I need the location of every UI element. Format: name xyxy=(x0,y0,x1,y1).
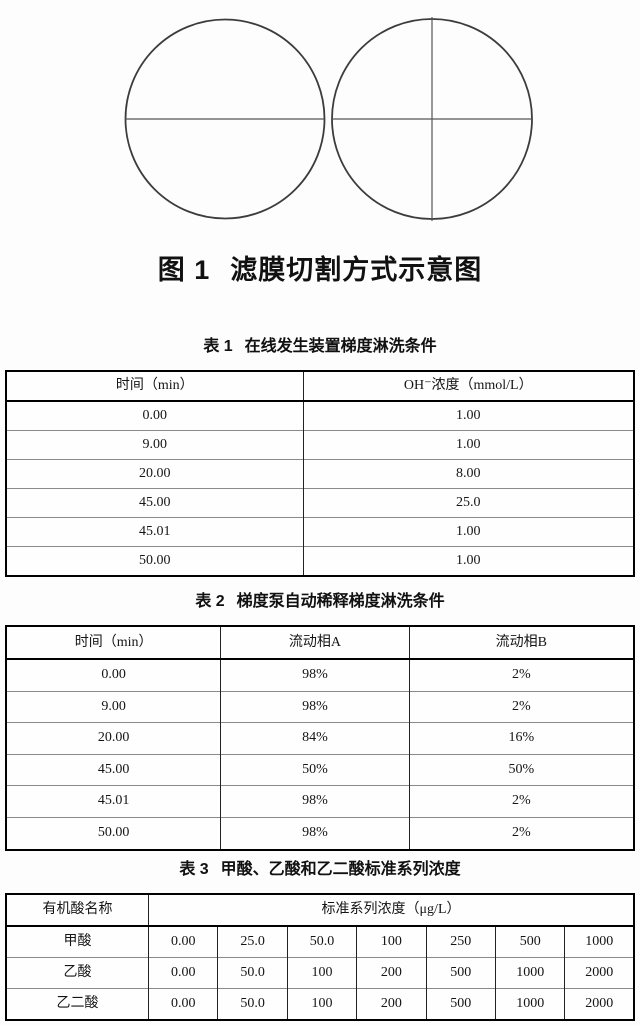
table-cell: 1.00 xyxy=(302,517,634,547)
table-cell: 0.00 xyxy=(148,957,218,989)
quarter-cut-circle xyxy=(331,17,533,221)
table-cell: 50.00 xyxy=(6,546,304,576)
table2-caption: 表 2 梯度泵自动稀释梯度淋洗条件 xyxy=(0,591,640,613)
figure1-caption-label: 图 1 xyxy=(157,255,211,285)
table-cell: 1.00 xyxy=(302,401,634,431)
table-cell: 100 xyxy=(286,957,357,989)
table-cell: 2000 xyxy=(564,988,634,1020)
table-row: 45.00 25.0 xyxy=(6,488,634,518)
table1-caption-title: 在线发生装置梯度淋洗条件 xyxy=(244,338,437,355)
table-cell: 9.00 xyxy=(6,690,221,723)
table-cell: 84% xyxy=(220,722,410,755)
table-cell: 20.00 xyxy=(6,459,304,489)
table-standard-series-concentration: 有机酸名称 标准系列浓度（μg/L） 甲酸 0.00 25.0 50.0 100 250 5… xyxy=(5,893,635,1021)
column-header: 标准系列浓度（μg/L） xyxy=(148,894,634,927)
table3-caption-title: 甲酸、乙酸和乙二酸标准系列浓度 xyxy=(220,861,461,878)
column-header: 时间（min） xyxy=(6,626,221,660)
table-cell: 1.00 xyxy=(302,546,634,576)
table-row: 45.01 1.00 xyxy=(6,517,634,547)
table-cell: 98% xyxy=(220,690,410,723)
table-cell: 45.00 xyxy=(6,753,221,786)
table-cell: 50.0 xyxy=(217,988,288,1020)
column-header: 时间（min） xyxy=(6,371,304,402)
column-header: 流动相B xyxy=(408,626,634,660)
table3-caption: 表 3 甲酸、乙酸和乙二酸标准系列浓度 xyxy=(0,859,640,881)
table-row: 9.00 1.00 xyxy=(6,430,634,460)
table-cell: 8.00 xyxy=(302,459,634,489)
figure1-caption-title: 滤膜切割方式示意图 xyxy=(230,255,483,285)
table-cell: 50.0 xyxy=(286,926,357,958)
table-cell: 100 xyxy=(356,926,427,958)
column-header: 流动相A xyxy=(220,626,410,660)
figure1-caption: 图 1 滤膜切割方式示意图 xyxy=(0,246,640,294)
table-row: 50.00 1.00 xyxy=(6,546,634,576)
half-cut-circle xyxy=(124,18,326,220)
table-cell: 2000 xyxy=(564,957,634,989)
table3-caption-label: 表 3 xyxy=(179,861,209,878)
table-cell: 乙二酸 xyxy=(6,988,149,1020)
table-cell: 25.0 xyxy=(302,488,634,518)
table-cell: 98% xyxy=(220,816,410,850)
table-cell: 2% xyxy=(408,785,634,818)
table-cell: 250 xyxy=(425,926,496,958)
table-cell: 1.00 xyxy=(302,430,634,460)
table-cell: 100 xyxy=(286,988,357,1020)
table-cell: 0.00 xyxy=(148,988,218,1020)
header-row: 有机酸名称 标准系列浓度（μg/L） xyxy=(6,894,634,927)
table-cell: 乙酸 xyxy=(6,957,149,989)
table-row: 20.00 84% 16% xyxy=(6,722,634,755)
table-row: 20.00 8.00 xyxy=(6,459,634,489)
table-cell: 50% xyxy=(220,753,410,786)
table-row: 乙二酸 0.00 50.0 100 200 500 1000 2000 xyxy=(6,988,634,1020)
header-row: 时间（min） OH⁻浓度（mmol/L） xyxy=(6,371,634,402)
table1-caption: 表 1 在线发生装置梯度淋洗条件 xyxy=(0,336,640,358)
table-cell: 0.00 xyxy=(101,667,126,682)
table-cell: 98% xyxy=(220,785,410,818)
table-cell: 0.00 xyxy=(148,926,218,958)
table-cell: 50.00 xyxy=(6,816,221,850)
table-cell: 98% xyxy=(220,659,410,692)
table-cell: 1000 xyxy=(494,988,565,1020)
table-gradient-elution-online: 时间（min） OH⁻浓度（mmol/L） 0.00 1.00 9.00 1.00 20.… xyxy=(5,370,635,577)
header-row: 时间（min） 流动相A 流动相B xyxy=(6,626,634,660)
table-cell: 500 xyxy=(425,988,496,1020)
table-row: 45.00 50% 50% xyxy=(6,753,634,786)
column-header: OH⁻浓度（mmol/L） xyxy=(302,371,634,402)
table-cell: 500 xyxy=(425,957,496,989)
table-row: 50.00 98% 2% xyxy=(6,816,634,850)
table-cell: 0.00 xyxy=(142,408,168,423)
table-cell: 45.00 xyxy=(6,488,304,518)
filter-membrane-diagram xyxy=(124,17,533,221)
table1-caption-label: 表 1 xyxy=(203,338,233,355)
table2-caption-title: 梯度泵自动稀释梯度淋洗条件 xyxy=(236,593,445,610)
table-cell: 45.01 xyxy=(6,785,221,818)
table-cell: 16% xyxy=(408,722,634,755)
column-header: 有机酸名称 xyxy=(6,894,149,927)
table-cell: 1000 xyxy=(564,926,634,958)
table-cell: 20.00 xyxy=(6,722,221,755)
table-row: 乙酸 0.00 50.0 100 200 500 1000 2000 xyxy=(6,957,634,989)
table-cell: 2% xyxy=(408,690,634,723)
table-cell: 甲酸 xyxy=(63,934,92,949)
table2-caption-label: 表 2 xyxy=(195,593,225,610)
table-cell: 200 xyxy=(356,988,427,1020)
table-cell: 25.0 xyxy=(217,926,288,958)
table-cell: 1000 xyxy=(494,957,565,989)
table-cell: 500 xyxy=(494,926,565,958)
table-cell: 2% xyxy=(408,816,634,850)
table-cell: 9.00 xyxy=(6,430,304,460)
table-row: 甲酸 0.00 25.0 50.0 100 250 500 1000 xyxy=(6,926,634,958)
table-cell: 2% xyxy=(408,659,634,692)
table-cell: 200 xyxy=(356,957,427,989)
table-gradient-pump-dilution: 时间（min） 流动相A 流动相B 0.00 98% 2% 9.00 98% 2% 20.00 8… xyxy=(5,625,635,851)
table-cell: 50% xyxy=(408,753,634,786)
table-cell: 50.0 xyxy=(217,957,288,989)
table-cell: 45.01 xyxy=(6,517,304,547)
table-row: 0.00 98% 2% xyxy=(6,659,634,692)
table-row: 0.00 1.00 xyxy=(6,401,634,431)
table-row: 45.01 98% 2% xyxy=(6,785,634,818)
table-row: 9.00 98% 2% xyxy=(6,690,634,723)
